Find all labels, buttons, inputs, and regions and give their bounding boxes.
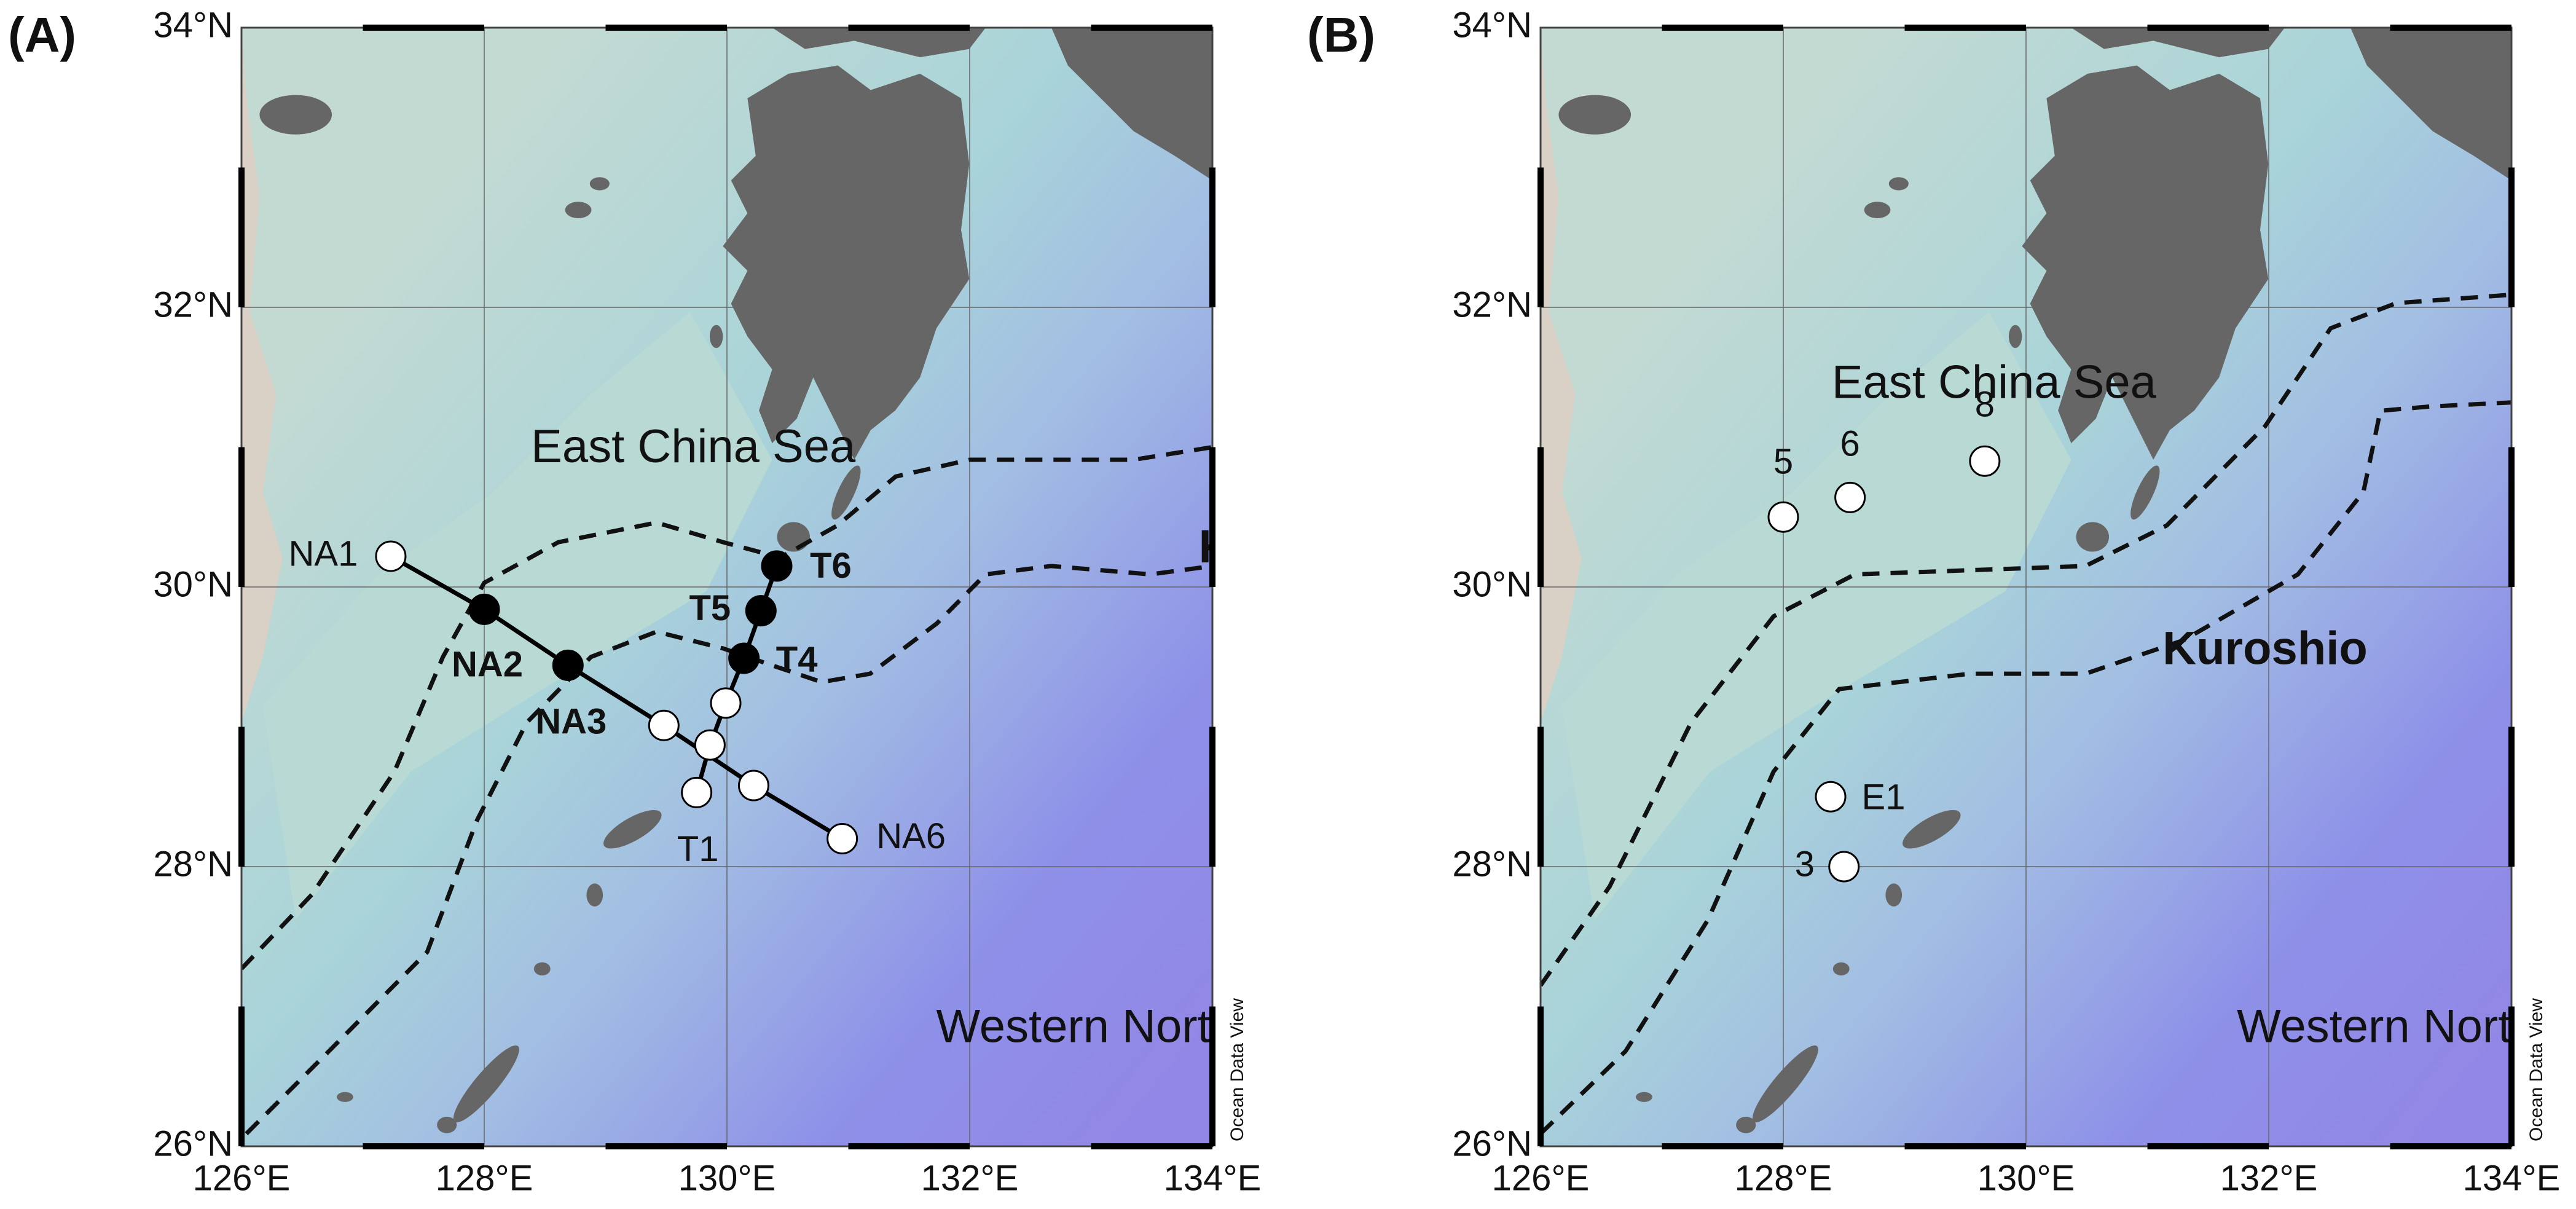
- station: [745, 595, 777, 627]
- kuroshio-front: [242, 445, 1212, 971]
- region-label: Western North Pacific: [2237, 1000, 2576, 1052]
- frame-bar: [1091, 25, 1212, 31]
- frame-bar: [2508, 447, 2515, 587]
- station: [681, 776, 713, 808]
- panel-label: (A): [8, 7, 76, 62]
- lat-tick-label: 32°N: [1452, 285, 1532, 325]
- frame-bar: [2508, 167, 2515, 307]
- frame-bar: [2147, 1143, 2269, 1149]
- frame-bar: [238, 167, 245, 307]
- station: [1815, 781, 1847, 813]
- station: [728, 642, 760, 674]
- lon-tick-label: 130°E: [678, 1158, 776, 1198]
- station: [375, 540, 407, 572]
- station: [710, 687, 742, 719]
- lon-tick-label: 128°E: [1735, 1158, 1832, 1198]
- frame-bar: [1209, 1006, 1215, 1146]
- station-label: NA6: [876, 816, 946, 856]
- transect-line: [390, 554, 844, 841]
- map-body: East China Sea Kuroshio Western North Paci…: [1541, 28, 2576, 1146]
- lon-tick-label: 128°E: [436, 1158, 533, 1198]
- frame-bar: [2147, 25, 2269, 31]
- station: [694, 729, 726, 761]
- station-label: 3: [1795, 844, 1815, 884]
- station-label: T6: [810, 546, 852, 586]
- station-label: E1: [1862, 778, 1906, 817]
- frame-bar: [1209, 727, 1215, 867]
- lat-tick-label: 30°N: [1452, 564, 1532, 604]
- frame-bar: [1662, 25, 1783, 31]
- station: [761, 550, 793, 582]
- frame-bar: [363, 1143, 484, 1149]
- frame-bar: [2508, 727, 2515, 867]
- lon-tick-label: 134°E: [1164, 1158, 1262, 1198]
- station: [1828, 851, 1860, 883]
- station-label: T5: [689, 588, 731, 628]
- map-body: East China Sea Kuroshio Western North Paci…: [242, 28, 1404, 1146]
- lon-tick-label: 132°E: [921, 1158, 1019, 1198]
- lon-tick-label: 132°E: [2220, 1158, 2318, 1198]
- lat-tick-label: 30°N: [153, 564, 233, 604]
- frame-bar: [2390, 25, 2511, 31]
- station-label: NA2: [452, 645, 523, 685]
- lat-tick-label: 34°N: [153, 5, 233, 45]
- frame-bar: [848, 25, 970, 31]
- region-label: Kuroshio: [2162, 623, 2368, 675]
- frame-bar: [1537, 447, 1544, 587]
- lat-tick-label: 28°N: [1452, 844, 1532, 884]
- frame-bar: [1091, 1143, 1212, 1149]
- station-label: T4: [776, 639, 818, 679]
- lat-tick-label: 28°N: [153, 844, 233, 884]
- lat-tick-label: 34°N: [1452, 5, 1532, 45]
- frame-bar: [1904, 25, 2026, 31]
- station-label: NA3: [535, 702, 607, 742]
- frame-bar: [1209, 167, 1215, 307]
- frame-bar: [238, 447, 245, 587]
- station-label: T1: [677, 829, 719, 869]
- frame-bar: [605, 1143, 727, 1149]
- frame-bar: [238, 727, 245, 867]
- frame-bar: [2390, 1143, 2511, 1149]
- station: [1767, 501, 1799, 533]
- lat-tick-label: 32°N: [153, 285, 233, 325]
- station: [648, 709, 680, 741]
- station: [1834, 481, 1866, 513]
- lon-tick-label: 134°E: [2463, 1158, 2561, 1198]
- frame-bar: [1209, 447, 1215, 587]
- frame-bar: [1537, 167, 1544, 307]
- frame-bar: [1904, 1143, 2026, 1149]
- frame-bar: [848, 1143, 970, 1149]
- frame-bar: [238, 1006, 245, 1146]
- frame-bar: [1537, 727, 1544, 867]
- map-panel: East China Sea Kuroshio Western North Paci…: [1307, 5, 2576, 1198]
- lon-tick-label: 126°E: [1492, 1158, 1590, 1198]
- credit: Ocean Data View: [2526, 998, 2547, 1141]
- lat-tick-label: 26°N: [153, 1124, 233, 1164]
- station: [737, 770, 769, 801]
- lon-tick-label: 130°E: [1977, 1158, 2075, 1198]
- station-label: NA1: [289, 534, 358, 573]
- panel-label: (B): [1307, 7, 1375, 62]
- frame-bar: [2508, 1006, 2515, 1146]
- map-panel: East China Sea Kuroshio Western North Paci…: [8, 5, 1404, 1198]
- station-label: 5: [1773, 442, 1793, 482]
- credit: Ocean Data View: [1227, 998, 1247, 1141]
- station: [552, 649, 584, 681]
- station: [468, 593, 500, 625]
- station-label: 6: [1840, 424, 1859, 464]
- region-label: East China Sea: [1832, 356, 2157, 409]
- frame-bar: [363, 25, 484, 31]
- lat-tick-label: 26°N: [1452, 1124, 1532, 1164]
- region-label: East China Sea: [531, 420, 856, 473]
- station: [827, 823, 858, 854]
- region-label: Kuroshio: [1199, 521, 1404, 573]
- frame-bar: [1537, 1006, 1544, 1146]
- region-label: Western North Pacific: [936, 1000, 1387, 1052]
- frame-bar: [1662, 1143, 1783, 1149]
- station: [1969, 445, 2001, 477]
- frame-bar: [605, 25, 727, 31]
- lon-tick-label: 126°E: [193, 1158, 291, 1198]
- station-label: 8: [1975, 385, 1995, 425]
